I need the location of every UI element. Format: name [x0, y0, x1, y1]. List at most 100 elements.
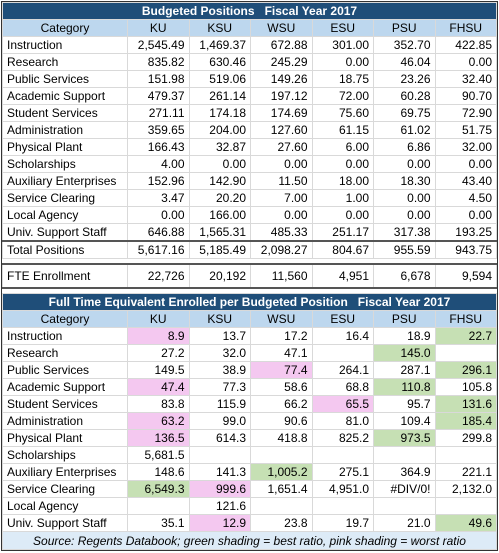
data-row: Univ. Support Staff 646.88 1,565.31 485.33 2…	[2, 223, 497, 242]
cell: 275.1	[311, 463, 374, 481]
cell: Service Clearing	[2, 480, 128, 498]
cell: 4,951	[311, 263, 374, 289]
cell: 193.25	[434, 223, 497, 242]
cell: 90.70	[434, 87, 497, 105]
cell: 6.86	[373, 138, 436, 156]
cell: 61.15	[311, 121, 374, 139]
cell	[434, 446, 497, 464]
cell: 364.9	[373, 463, 436, 481]
cell: 18.30	[373, 172, 436, 190]
cell: 6,549.3	[127, 480, 190, 498]
cell: Public Services	[2, 361, 128, 379]
cell: 19.7	[311, 514, 374, 532]
cell: 121.6	[188, 497, 251, 515]
cell: 0.00	[188, 155, 251, 173]
cell	[188, 446, 251, 464]
cell: KSU	[188, 19, 251, 37]
cell: Service Clearing	[2, 189, 128, 207]
cell: 1,565.31	[188, 223, 251, 242]
cell: 5,617.16	[127, 240, 190, 259]
cell: 20.20	[188, 189, 251, 207]
cell: 955.59	[373, 240, 436, 259]
cell: 136.5	[127, 429, 190, 447]
cell: 110.8	[373, 378, 436, 396]
table-row: Budgeted Positions Fiscal Year 2017	[2, 2, 497, 20]
cell: 152.96	[127, 172, 190, 190]
cell: 68.8	[311, 378, 374, 396]
cell: Public Services	[2, 70, 128, 88]
cell: 13.7	[188, 327, 251, 345]
cell: 287.1	[373, 361, 436, 379]
cell: Univ. Support Staff	[2, 223, 128, 242]
data-row: Instruction 2,545.49 1,469.37 672.88 301.00 3…	[2, 36, 497, 54]
header-row: Category KU KSU WSU ESU PSU FHSU	[2, 310, 497, 328]
cell: 27.60	[250, 138, 313, 156]
cell: 5,681.5	[127, 446, 190, 464]
data-row: Research 27.2 32.0 47.1 145.0	[2, 344, 497, 362]
cell: 22,726	[127, 263, 190, 289]
header-row: Category KU KSU WSU ESU PSU FHSU	[2, 19, 497, 37]
cell: 23.26	[373, 70, 436, 88]
data-row: Service Clearing 6,549.3 999.6 1,651.4 4,951…	[2, 480, 497, 498]
cell: 47.1	[250, 344, 313, 362]
cell: 825.2	[311, 429, 374, 447]
cell: 251.17	[311, 223, 374, 242]
data-row: Academic Support 479.37 261.14 197.12 72.00 6…	[2, 87, 497, 105]
cell: 479.37	[127, 87, 190, 105]
cell: 174.18	[188, 104, 251, 122]
data-row: Research 835.82 630.46 245.29 0.00 46.04 0.00	[2, 53, 497, 71]
cell: 301.00	[311, 36, 374, 54]
cell: 0.00	[250, 155, 313, 173]
cell: 271.11	[127, 104, 190, 122]
cell: Research	[2, 344, 128, 362]
section-title: Full Time Equivalent Enrolled per Budget…	[2, 293, 497, 311]
cell: 204.00	[188, 121, 251, 139]
cell: 646.88	[127, 223, 190, 242]
cell: 0.00	[373, 155, 436, 173]
cell: Scholarships	[2, 155, 128, 173]
cell: 299.8	[434, 429, 497, 447]
cell: 32.0	[188, 344, 251, 362]
cell: 47.4	[127, 378, 190, 396]
cell: PSU	[373, 19, 436, 37]
cell: 1,651.4	[250, 480, 313, 498]
cell: 4.00	[127, 155, 190, 173]
cell: 148.6	[127, 463, 190, 481]
cell: Academic Support	[2, 378, 128, 396]
cell: 11,560	[250, 263, 313, 289]
cell: 485.33	[250, 223, 313, 242]
cell	[127, 497, 190, 515]
cell: 2,132.0	[434, 480, 497, 498]
cell: 17.2	[250, 327, 313, 345]
cell: Instruction	[2, 327, 128, 345]
data-row: Local Agency 0.00 166.00 0.00 0.00 0.00 0.00	[2, 206, 497, 224]
cell: Physical Plant	[2, 429, 128, 447]
cell: 6.00	[311, 138, 374, 156]
cell: 21.0	[373, 514, 436, 532]
cell: 296.1	[434, 361, 497, 379]
cell: KSU	[188, 310, 251, 328]
cell: 65.5	[311, 395, 374, 413]
source-note: Source: Regents Databook; green shading …	[2, 531, 497, 550]
cell: 0.00	[373, 189, 436, 207]
cell: 6,678	[373, 263, 436, 289]
data-row: Scholarships 5,681.5	[2, 446, 497, 464]
cell	[311, 497, 374, 515]
cell: 166.43	[127, 138, 190, 156]
cell: 0.00	[434, 53, 497, 71]
cell: 3.47	[127, 189, 190, 207]
cell: 0.00	[250, 206, 313, 224]
cell: Administration	[2, 121, 128, 139]
cell: 51.75	[434, 121, 497, 139]
cell	[311, 446, 374, 464]
cell: 999.6	[188, 480, 251, 498]
cell: 66.2	[250, 395, 313, 413]
data-row: Local Agency 121.6	[2, 497, 497, 515]
cell: 115.9	[188, 395, 251, 413]
data-row: Instruction 8.9 13.7 17.2 16.4 18.9 22.7	[2, 327, 497, 345]
cell: 264.1	[311, 361, 374, 379]
cell: Physical Plant	[2, 138, 128, 156]
cell: Student Services	[2, 395, 128, 413]
cell: FTE Enrollment	[2, 263, 128, 289]
